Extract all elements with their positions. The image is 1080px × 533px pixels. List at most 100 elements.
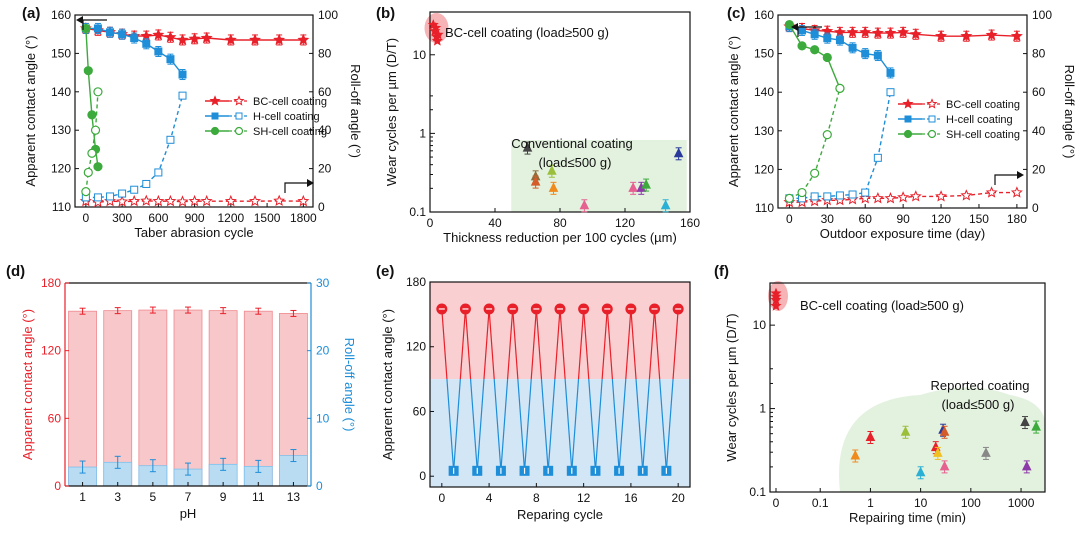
data-point <box>90 125 101 135</box>
panel-label-e: (e) <box>376 263 394 280</box>
data-point <box>87 148 97 158</box>
y-axis-tick-label: 150 <box>51 46 71 60</box>
cycle-line <box>483 308 490 380</box>
legend-marker <box>903 129 913 139</box>
cycle-line <box>577 308 585 380</box>
y-axis-tick-label: 120 <box>51 162 71 176</box>
high-region <box>430 282 690 380</box>
legend-label: SH-cell coating <box>253 126 327 138</box>
data-point <box>200 31 213 44</box>
data-point <box>784 193 794 203</box>
x-axis-tick-label: 0 <box>427 216 434 230</box>
x-axis-tick-label: 11 <box>252 490 265 504</box>
panel-label-f: (f) <box>714 263 729 280</box>
data-point <box>915 466 926 477</box>
legend-marker-open <box>927 129 937 139</box>
data-point <box>873 51 882 60</box>
low-region <box>430 379 690 487</box>
data-point <box>897 26 910 38</box>
bc-point <box>770 290 782 302</box>
data-point <box>641 178 651 189</box>
panel-label-a: (a) <box>22 5 40 22</box>
data-point <box>176 195 189 207</box>
y-axis-tick-label: 10 <box>753 318 767 332</box>
cycle-line <box>547 379 556 471</box>
y-axis-tick-label: 0 <box>54 479 61 493</box>
cycle-line <box>530 308 537 380</box>
y-axis-tick-label: 0 <box>419 469 426 483</box>
x-axis-tick-label: 150 <box>969 212 989 226</box>
data-point <box>116 195 129 207</box>
cycle-line <box>459 308 467 380</box>
y2-axis-tick-label: 60 <box>318 85 332 99</box>
x-axis-label: Outdoor exposure time (day) <box>820 226 985 241</box>
data-point <box>249 33 262 46</box>
reported-annotation: Reported coating <box>930 378 1029 393</box>
data-point <box>900 426 911 436</box>
data-point <box>176 33 189 46</box>
y-axis-label: Wear cycles per µm (D/T) <box>384 38 399 186</box>
cycle-line <box>453 379 461 471</box>
reported-annotation-load: (load≤500 g) <box>942 397 1015 412</box>
cycle-line <box>571 379 580 471</box>
data-point <box>188 32 201 44</box>
y-axis-tick-label: 160 <box>51 8 71 22</box>
data-point <box>130 185 139 194</box>
data-point <box>886 68 895 77</box>
x-axis-tick-label: 600 <box>148 211 168 225</box>
data-point <box>297 194 310 207</box>
y-axis-tick-label: 160 <box>754 8 774 22</box>
data-point <box>939 460 950 471</box>
data-point <box>93 87 103 97</box>
cycle-line <box>507 308 514 380</box>
data-point <box>249 194 262 207</box>
data-point <box>178 70 187 79</box>
data-point <box>142 179 151 188</box>
data-point <box>848 43 857 52</box>
y-axis-tick-label: 120 <box>41 344 61 358</box>
x-axis-label: Reparing cycle <box>517 507 603 522</box>
y2-axis-tick-label: 0 <box>1032 201 1039 215</box>
data-point <box>93 162 103 172</box>
data-point <box>865 431 876 442</box>
cycle-line <box>583 308 590 380</box>
legend-label: SH-cell coating <box>946 129 1020 141</box>
data-point <box>178 91 187 100</box>
data-point <box>224 33 237 46</box>
bc-point <box>430 22 442 33</box>
cycle-line <box>611 379 620 471</box>
data-point <box>118 189 127 198</box>
series-line <box>85 95 184 199</box>
data-point <box>152 194 165 207</box>
cycle-line <box>588 379 597 471</box>
data-point <box>130 34 139 43</box>
data-point <box>118 30 127 39</box>
data-point <box>547 165 557 175</box>
data-point <box>83 167 93 178</box>
legend-marker-open <box>234 126 244 136</box>
x-axis-tick-label: 4 <box>486 491 493 505</box>
data-point <box>981 447 991 457</box>
data-point <box>83 66 93 76</box>
data-point <box>166 55 175 64</box>
y-axis-tick-label: 60 <box>48 411 62 425</box>
x-axis-tick-label: 1 <box>867 496 874 510</box>
data-point <box>93 24 102 33</box>
legend-label: H-cell coating <box>253 111 320 123</box>
data-point <box>522 141 533 152</box>
cycle-line <box>476 379 485 471</box>
y2-axis-tick-label: 20 <box>316 344 330 358</box>
cycle-line <box>554 308 561 380</box>
x-axis-tick-label: 0 <box>438 491 445 505</box>
x-axis-tick-label: 10 <box>914 496 928 510</box>
axis-arrow-right <box>994 174 1017 185</box>
y-axis-tick-label: 120 <box>406 340 426 354</box>
cycle-line <box>564 379 573 471</box>
x-axis-tick-label: 1000 <box>1008 496 1035 510</box>
data-point <box>1020 416 1030 427</box>
legend-marker-open <box>926 98 938 109</box>
cycle-line <box>559 308 566 380</box>
data-point <box>106 28 115 37</box>
cycle-line <box>672 308 679 380</box>
